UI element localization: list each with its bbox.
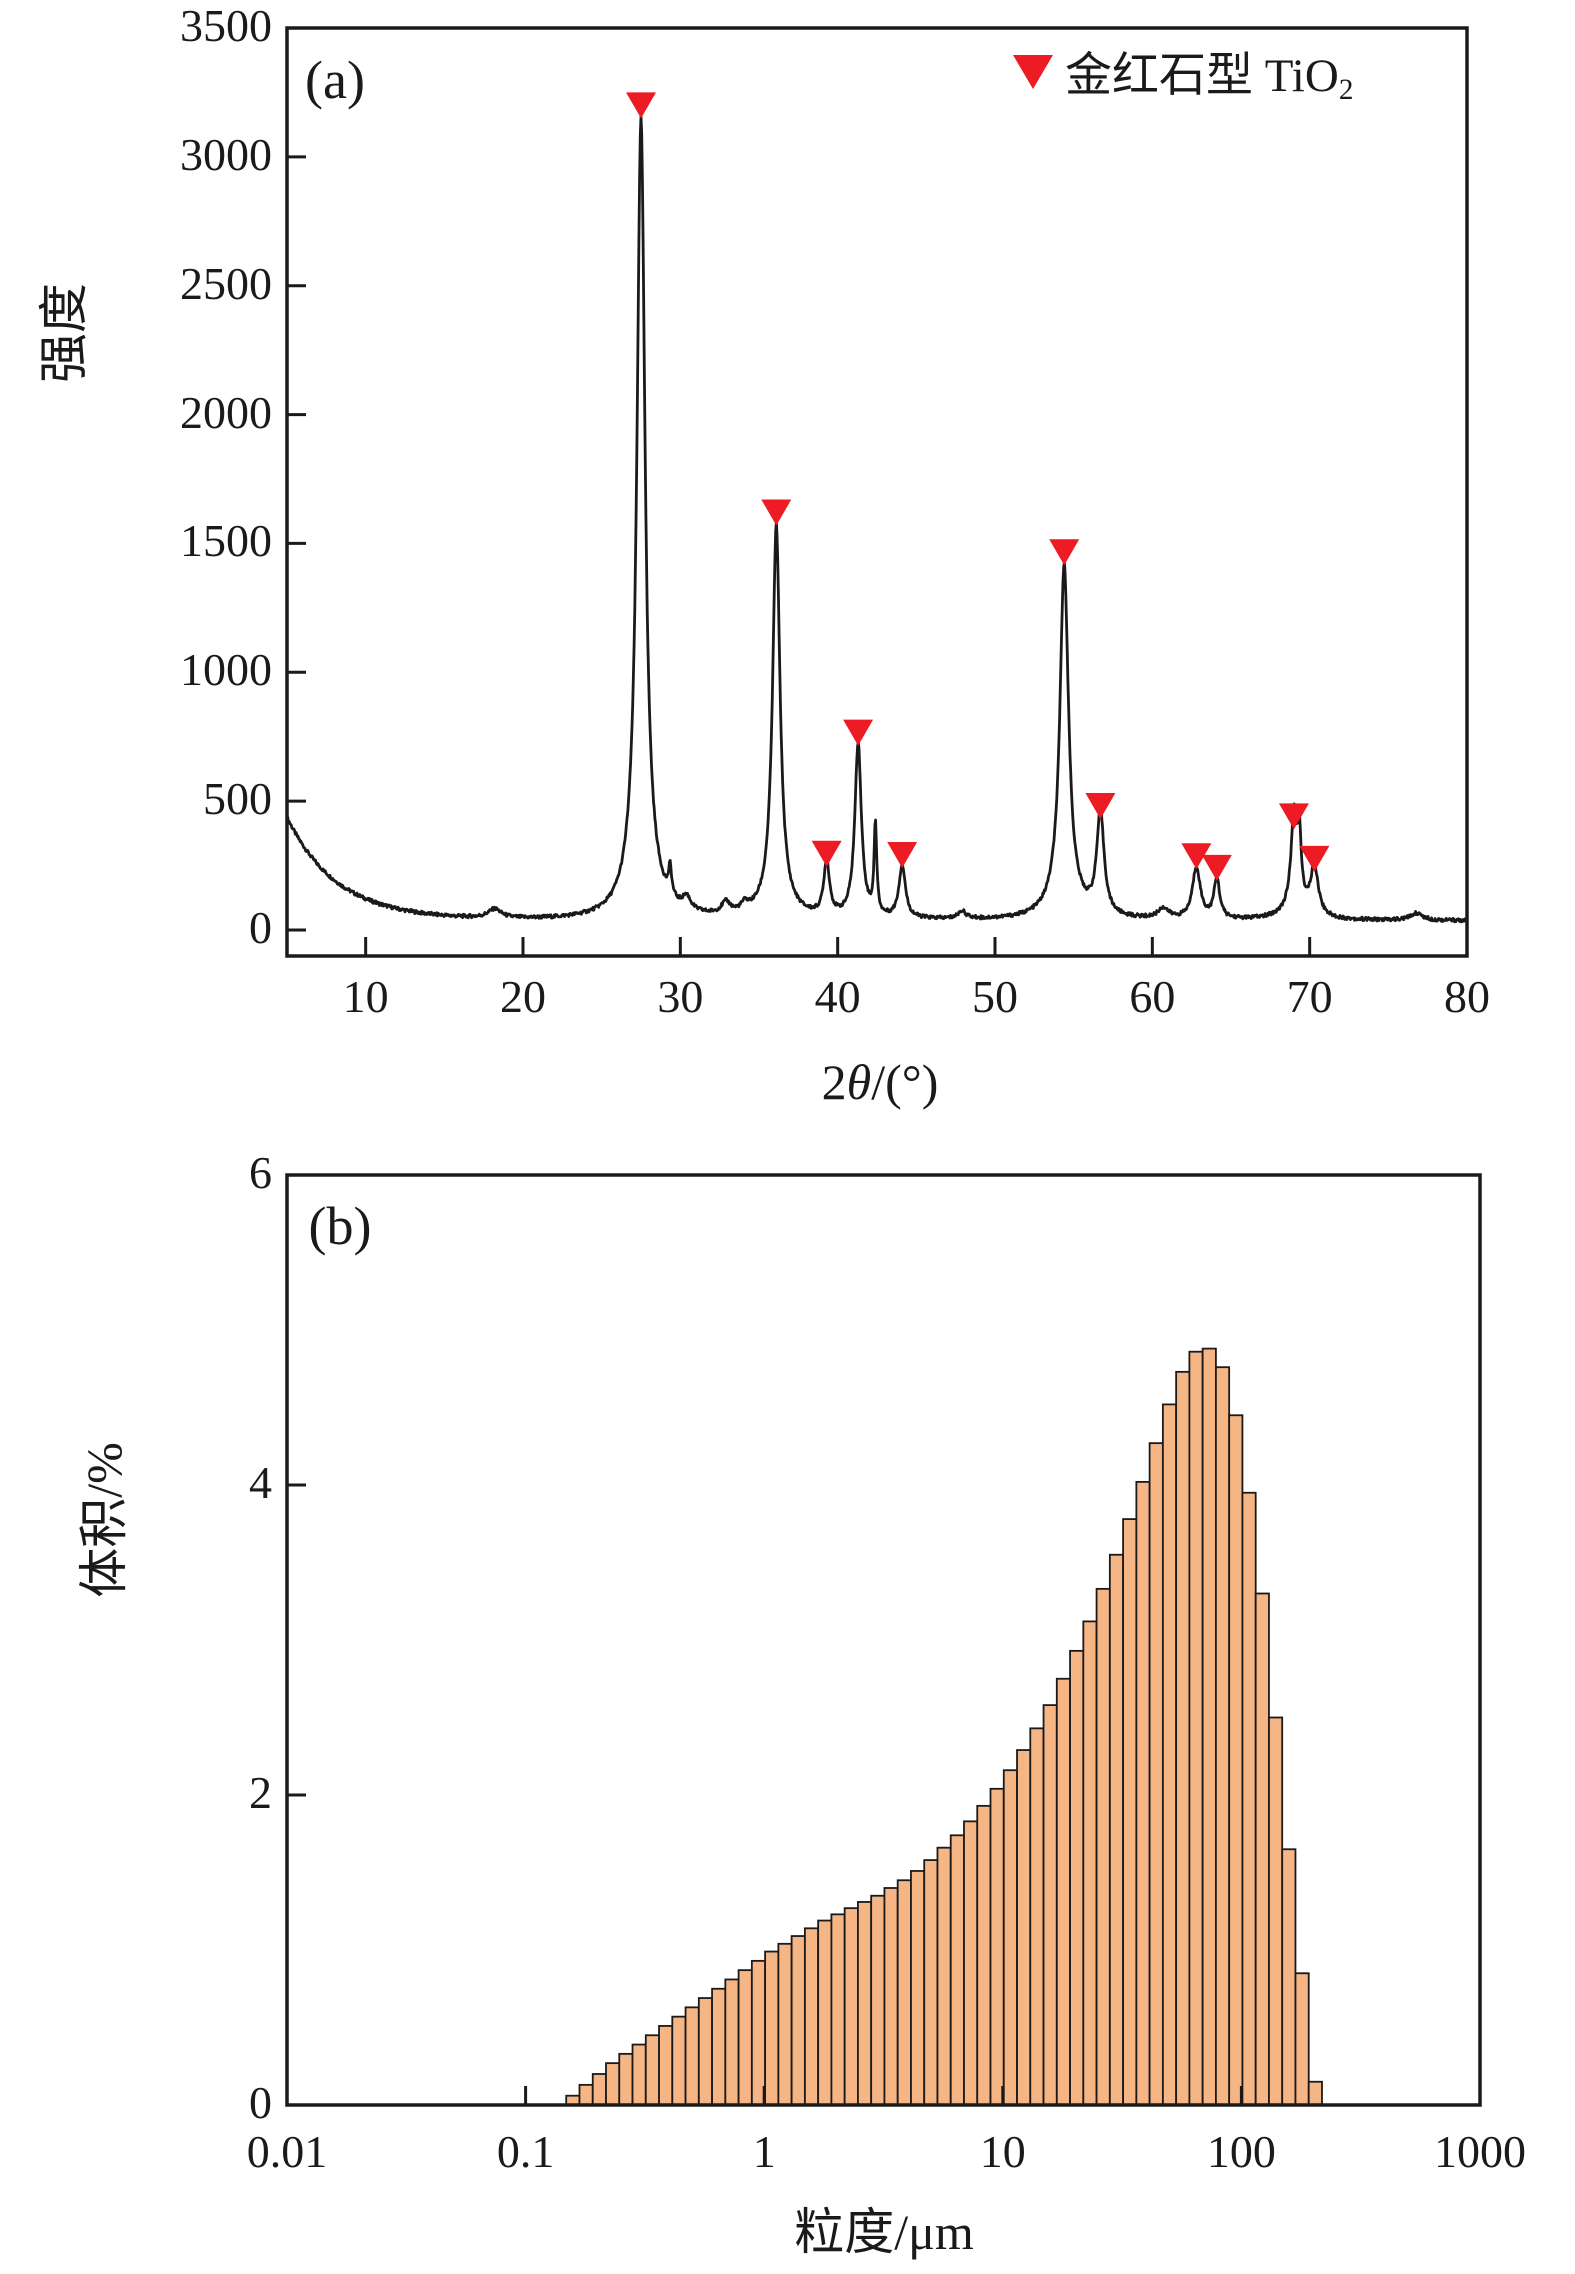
panel-b-y-tick-label: 6 (249, 1147, 272, 1198)
panel-a-y-tick-label: 500 (203, 773, 272, 825)
panel-a-label: (a) (305, 50, 365, 110)
panel-b-y-tick-label: 4 (249, 1457, 272, 1508)
panel-a-y-tick-label: 1500 (180, 515, 272, 567)
panel-a-y-tick-label: 0 (249, 902, 272, 953)
panel-a-x-tick-label: 40 (814, 971, 861, 1022)
x-title-theta: θ (846, 1054, 872, 1110)
panel-b-x-tick-label: 0.01 (246, 2126, 328, 2177)
panel-a-x-tick-label: 70 (1286, 971, 1333, 1022)
x-title-suffix: /(°) (871, 1054, 939, 1110)
panel-a-y-tick-label: 1000 (180, 644, 272, 696)
panel-b-x-tick-label: 100 (1206, 2126, 1276, 2177)
panel-a-y-tick-label: 3000 (180, 128, 272, 180)
panel-b-y-tick-label: 0 (249, 2077, 272, 2128)
panel-b-label: (b) (308, 1196, 372, 1256)
panel-b-x-axis-title: 粒度/μm (794, 2204, 974, 2260)
legend: 金红石型 TiO2 (1013, 36, 1353, 107)
x-title-prefix: 2 (821, 1054, 847, 1110)
panel-a-x-tick-label: 30 (657, 971, 704, 1022)
panel-a-x-tick-label: 10 (342, 971, 389, 1022)
panel-a-x-tick-label: 20 (500, 971, 546, 1022)
panel-a-y-tick-label: 2500 (180, 257, 272, 309)
legend-label: 金红石型 TiO2 (1065, 50, 1354, 107)
panel-b-x-tick-label: 10 (979, 2126, 1026, 2177)
panel-a-y-tick-label: 3500 (180, 0, 272, 51)
panel-b-x-tick-label: 1 (752, 2126, 776, 2177)
panel-a-y-tick-label: 2000 (180, 386, 272, 438)
legend-label-subscript: 2 (1338, 74, 1354, 107)
panel-b-x-tick-label: 1000 (1434, 2126, 1526, 2177)
panel-a-x-axis-title: 2θ/(°) (822, 1053, 939, 1111)
panel-a-x-tick-label: 60 (1129, 971, 1176, 1022)
panel-a-x-tick-label: 80 (1444, 971, 1490, 1022)
rutile-triangle-icon (1013, 54, 1053, 89)
panel-b-y-tick-label: 2 (249, 1767, 272, 1818)
panel-b-x-tick-label: 0.1 (496, 2126, 555, 2177)
panel-a-x-tick-label: 50 (972, 971, 1018, 1022)
